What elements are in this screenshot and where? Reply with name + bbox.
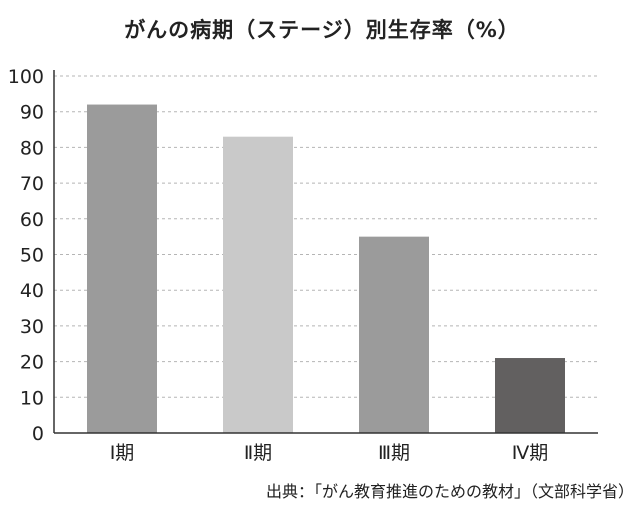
bar-2 bbox=[223, 136, 293, 433]
y-tick-label: 90 bbox=[20, 102, 44, 124]
category-label: Ⅰ期 bbox=[110, 442, 135, 464]
source-note: 出典：「がん教育推進のための教材」（文部科学省） bbox=[265, 482, 634, 501]
y-tick-label: 30 bbox=[20, 316, 44, 338]
bar-4 bbox=[495, 358, 565, 433]
y-tick-label: 10 bbox=[20, 387, 44, 409]
y-tick-label: 100 bbox=[8, 66, 44, 88]
y-tick-label: 20 bbox=[20, 352, 44, 374]
chart-title: がんの病期（ステージ）別生存率（%） bbox=[124, 18, 520, 42]
bar-3 bbox=[359, 236, 429, 433]
y-tick-label: 80 bbox=[20, 137, 44, 159]
bar-1 bbox=[87, 104, 157, 433]
y-tick-label: 70 bbox=[20, 173, 44, 195]
y-tick-labels: 0 10 20 30 40 50 60 70 80 90 100 bbox=[8, 66, 44, 445]
y-tick-label: 50 bbox=[20, 245, 44, 267]
y-tick-label: 0 bbox=[32, 423, 44, 445]
axes bbox=[53, 70, 598, 434]
category-labels: Ⅰ期 Ⅱ期 Ⅲ期 Ⅳ期 bbox=[110, 442, 549, 464]
category-label: Ⅳ期 bbox=[512, 442, 549, 464]
bars bbox=[87, 104, 565, 433]
y-tick-label: 40 bbox=[20, 280, 44, 302]
y-tick-label: 60 bbox=[20, 209, 44, 231]
category-label: Ⅱ期 bbox=[244, 442, 272, 464]
category-label: Ⅲ期 bbox=[378, 442, 410, 464]
